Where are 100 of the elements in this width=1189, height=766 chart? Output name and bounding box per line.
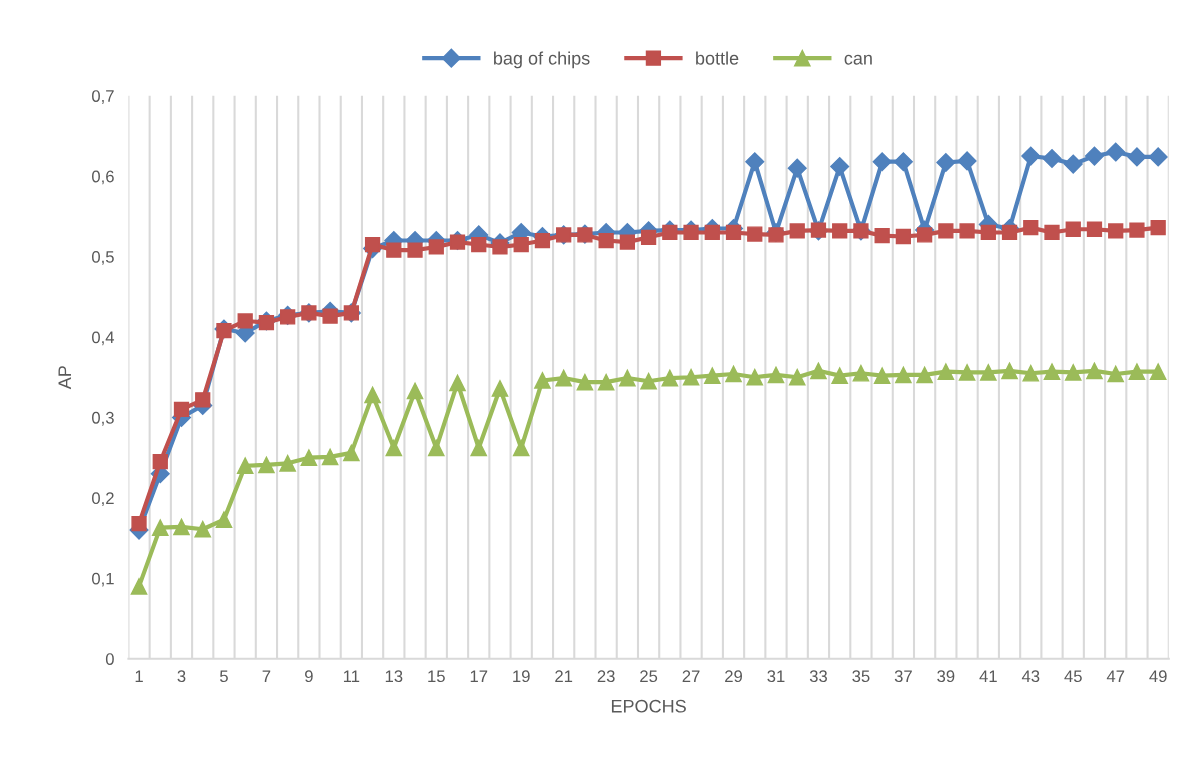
point [980,224,996,241]
x-tick-label: 9 [305,670,313,683]
x-tick-label: 17 [470,670,488,682]
x-tick-label: 15 [428,670,445,683]
point [534,372,551,389]
point [130,578,148,595]
point [916,366,933,384]
point [957,151,977,171]
point [893,152,913,172]
point [831,367,849,384]
point [1148,147,1168,167]
point [916,227,933,243]
point [173,401,190,418]
x-tick-label: 3 [177,670,186,683]
point [300,449,318,467]
x-tick-label: 45 [1064,670,1082,683]
point [619,369,636,387]
point [1043,363,1061,380]
point [725,224,742,241]
x-axis-title: EPOCHS [611,699,686,713]
point [1129,222,1145,238]
point [895,366,912,384]
legend-label: can [844,54,872,65]
point [449,234,466,250]
point [937,363,955,380]
point [873,367,891,384]
point [195,392,211,408]
x-tick-label: 39 [937,670,955,683]
point [1023,220,1039,236]
point [1149,363,1167,380]
x-tick-label: 47 [1106,670,1125,682]
point [1064,364,1082,381]
point [703,367,721,384]
point [152,454,168,470]
point [576,373,594,391]
point [428,239,444,255]
point [279,454,296,472]
point [852,364,870,382]
x-tick-label: 13 [385,670,403,683]
point [682,368,700,386]
y-tick-label: 0,7 [92,90,114,104]
point [619,234,636,250]
point [704,224,720,241]
point [768,227,784,243]
point [789,223,805,239]
point [640,372,657,390]
y-tick-label: 0,4 [92,331,115,346]
y-tick-label: 0 [105,653,114,665]
point [131,515,147,532]
point [534,232,551,249]
point [1107,365,1125,383]
point [979,364,997,381]
point [787,158,807,178]
point [767,366,785,384]
x-tick-label: 11 [343,670,360,682]
point [747,226,763,242]
point [1128,363,1146,380]
point [491,380,509,397]
point [512,439,530,457]
point [1106,142,1126,162]
point [1086,362,1103,380]
point [173,518,190,536]
x-tick-label: 5 [219,670,228,683]
point [895,228,912,245]
point [322,308,338,324]
x-tick-label: 27 [682,670,700,682]
point [215,511,233,528]
x-tick-label: 7 [262,670,271,682]
point [236,457,254,475]
point [1063,154,1083,174]
point [1001,362,1018,380]
x-tick-label: 29 [725,670,743,683]
x-tick-label: 31 [767,670,785,683]
point [471,236,487,253]
point [810,362,827,380]
point [872,152,892,172]
y-tick-label: 0,1 [92,572,114,587]
x-tick-label: 23 [597,670,615,683]
point [406,382,424,400]
y-tick-label: 0,5 [92,251,114,265]
x-tick-label: 35 [852,670,870,683]
point [321,448,339,466]
x-tick-label: 25 [640,670,658,683]
y-tick-label: 0,6 [92,170,114,185]
point [1042,148,1062,169]
point [959,223,975,239]
point [640,229,657,245]
x-tick-label: 21 [555,670,573,682]
point [427,439,445,457]
y-axis-title: AP [58,366,71,390]
point [745,152,765,172]
x-tick-label: 49 [1149,670,1167,683]
point [364,236,381,253]
point [1044,224,1060,241]
point [938,223,954,239]
point [1001,224,1018,241]
legend-label: bag of chips [494,51,590,69]
point [788,368,806,386]
point [1127,147,1147,167]
point [470,439,488,457]
